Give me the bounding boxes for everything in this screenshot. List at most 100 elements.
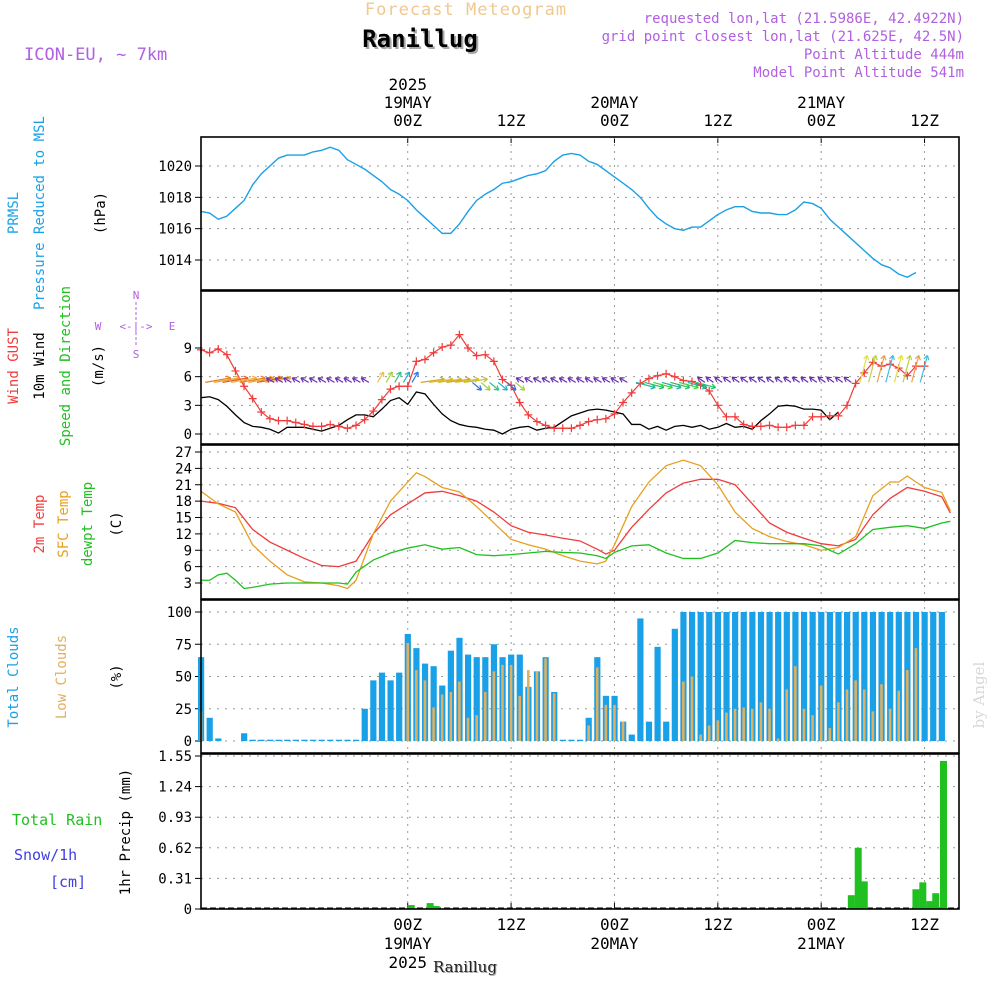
wind-vector (541, 377, 551, 383)
wind-vector (576, 377, 585, 383)
wind-vector (394, 371, 402, 383)
total-cloud-bar (258, 739, 265, 741)
wind-gust-marker (765, 421, 774, 430)
footer-place-shadow: Ranillug (434, 959, 498, 977)
wind-gust-marker (550, 424, 559, 433)
wind-gust-marker (274, 416, 283, 425)
total-cloud-bar (852, 612, 859, 741)
low-cloud-bar (604, 704, 608, 741)
wind-gust-marker (429, 348, 438, 357)
clouds-ytick-label: 25 (175, 702, 192, 718)
wind-vector-head (360, 377, 367, 383)
chart-title: Ranillug (362, 25, 478, 53)
total-cloud-bar (826, 612, 833, 741)
low-cloud-bar (544, 658, 547, 741)
wind-ytick-label: 0 (184, 427, 192, 443)
chart-title-shadow: Ranillug (364, 27, 480, 55)
low-cloud-bar (811, 715, 814, 741)
wind-gust-marker (412, 357, 421, 366)
pressure-ylabel: Pressure Reduced to MSL (32, 116, 48, 310)
wind-gust-marker (558, 424, 567, 433)
wind-vector (893, 355, 903, 383)
rain-bar (932, 893, 940, 909)
wind-vector-head (575, 377, 582, 383)
wind-vector-head (291, 377, 298, 383)
wind-gust-marker (481, 350, 490, 359)
total-cloud-bar (637, 618, 644, 741)
total-cloud-bar (473, 657, 480, 741)
low-cloud-bar (483, 691, 487, 741)
rain-bar (432, 906, 440, 909)
bottom-time-label: 20MAY (590, 934, 639, 953)
low-cloud-bar (690, 676, 694, 741)
wind-gust-marker (240, 382, 249, 391)
wind-vector (705, 376, 714, 383)
wind-vector (567, 377, 576, 383)
wind-vector-head (300, 377, 306, 383)
wind-vector-head (283, 377, 289, 383)
wind-ytick-label: 3 (184, 398, 192, 414)
precip-ytick-label: 0.31 (158, 871, 192, 887)
low-cloud-bar (880, 684, 883, 741)
low-cloud-bar (707, 725, 711, 741)
compass-rose: N S W E <-|-> (95, 289, 176, 361)
wind-vector (411, 371, 419, 383)
wind-gust-marker (619, 398, 628, 407)
clouds-ylabel: Low Clouds (54, 635, 70, 719)
wind-vector (902, 355, 911, 383)
wind-vector (687, 381, 708, 389)
compass-e: E (169, 320, 176, 333)
wind-vector (644, 381, 665, 389)
total-cloud-bar (697, 612, 704, 741)
wind-vector (809, 376, 818, 383)
total-cloud-bar (327, 739, 334, 741)
wind-vector-head (378, 371, 385, 378)
total-cloud-bar (266, 739, 274, 741)
wind-gust-marker (705, 387, 714, 395)
total-cloud-bar (930, 612, 937, 741)
total-cloud-bar (740, 612, 747, 741)
rain-bar (939, 760, 947, 909)
temperature-ytick-label: 9 (184, 543, 192, 559)
total-cloud-bar (335, 739, 343, 741)
wind-vector-head (476, 385, 483, 391)
wind-gust-marker (799, 421, 808, 430)
wind-vector (653, 381, 673, 389)
wind-gust-marker (739, 420, 748, 429)
total-cloud-bar (783, 612, 790, 741)
wind-vector (283, 377, 292, 383)
low-cloud-bar (527, 670, 530, 741)
wind-vector (731, 376, 740, 383)
low-cloud-bar (845, 689, 849, 741)
wind-vector-head (541, 377, 548, 383)
wind-gust-marker (567, 424, 576, 433)
wind-vector-head (714, 376, 720, 383)
wind-gust-marker (377, 395, 386, 404)
wind-gust-marker (843, 401, 852, 410)
wind-ytick-label: 9 (184, 341, 192, 357)
wind-vector (843, 376, 852, 383)
wind-gust-marker (395, 382, 404, 391)
wind-vector (817, 376, 826, 383)
wind-vector (317, 377, 327, 383)
low-cloud-bar (509, 664, 513, 741)
rain-bar (854, 847, 862, 909)
wind-vector (489, 381, 500, 391)
total-cloud-bar (396, 672, 403, 741)
wind-ylabel: 10m Wind (32, 332, 48, 399)
wind-gust-marker (722, 412, 731, 421)
low-cloud-bar (742, 707, 745, 741)
low-cloud-bar (750, 708, 754, 741)
wind-vector-head (889, 354, 895, 361)
wind-vector (497, 381, 508, 391)
wind-gust-marker (748, 422, 757, 431)
compass-w: W (95, 320, 102, 333)
wind-vector (463, 378, 488, 383)
total-cloud-bar (241, 733, 248, 741)
low-cloud-bar (914, 648, 918, 741)
pressure-ytick-label: 1014 (158, 253, 192, 269)
wind-gust-marker (825, 411, 834, 420)
low-cloud-bar (466, 717, 470, 741)
